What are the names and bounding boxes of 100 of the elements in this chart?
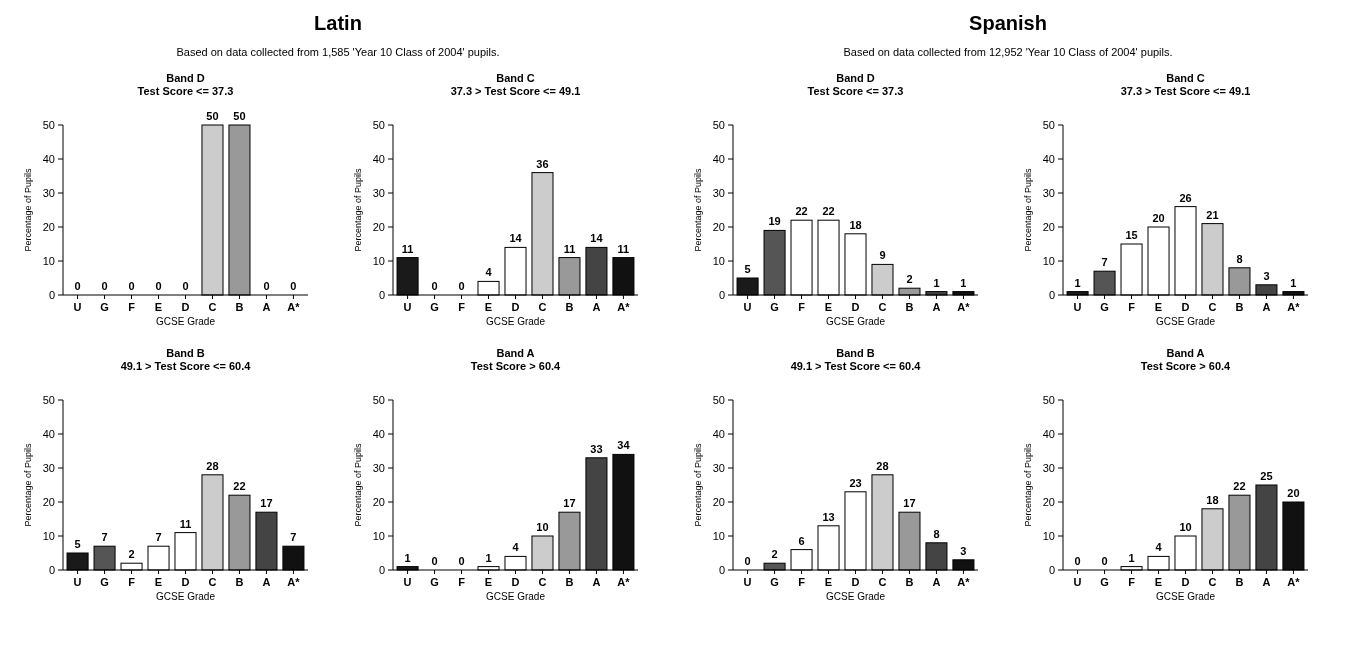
data-label: 50 [206, 110, 219, 122]
y-tick-label: 40 [712, 427, 725, 440]
data-label: 1 [404, 551, 411, 564]
data-label: 1 [485, 551, 492, 564]
x-tick-label: B [565, 576, 574, 588]
y-tick-label: 40 [372, 152, 385, 165]
chart-title: Band A [496, 347, 535, 359]
x-axis-title: GCSE Grade [486, 316, 546, 327]
x-tick-label: U [1073, 576, 1082, 588]
x-tick-label: U [403, 576, 412, 588]
data-label: 10 [1179, 521, 1192, 533]
x-tick-label: E [824, 576, 833, 588]
data-label: 3 [1263, 269, 1270, 282]
x-tick-label: G [430, 576, 439, 588]
y-tick-label: 0 [48, 288, 55, 301]
data-label: 8 [933, 527, 940, 540]
data-label: 22 [822, 205, 835, 218]
data-label: 7 [101, 531, 108, 544]
y-tick-label: 0 [718, 563, 725, 576]
y-tick-label: 30 [372, 461, 385, 474]
chart-subtitle: 37.3 > Test Score <= 49.1 [1120, 85, 1251, 97]
chart-subtitle: Test Score <= 37.3 [807, 85, 904, 97]
y-tick-label: 40 [42, 152, 55, 165]
y-axis-title: Percentage of Pupils [23, 167, 33, 252]
data-label: 13 [822, 510, 835, 523]
data-label: 28 [206, 459, 219, 472]
x-tick-label: B [905, 301, 914, 313]
y-tick-label: 20 [42, 495, 55, 508]
x-tick-label: E [154, 576, 163, 588]
x-tick-label: U [1073, 301, 1082, 313]
data-label: 0 [128, 280, 135, 292]
data-label: 0 [74, 280, 81, 292]
y-tick-label: 50 [42, 393, 55, 406]
data-label: 11 [617, 242, 630, 255]
y-tick-label: 20 [1042, 495, 1055, 508]
data-label: 34 [617, 439, 631, 452]
chart-title: Band D [836, 72, 875, 84]
x-tick-label: A* [1287, 576, 1301, 588]
x-tick-label: D [511, 301, 520, 313]
data-label: 7 [1101, 256, 1108, 269]
x-tick-label: D [1181, 576, 1190, 588]
data-label: 17 [903, 497, 916, 510]
data-label: 2 [906, 273, 913, 286]
x-axis-title: GCSE Grade [826, 316, 886, 327]
x-tick-label: D [851, 576, 860, 588]
x-tick-label: C [208, 301, 217, 313]
x-tick-label: B [235, 576, 244, 588]
chart-subtitle: Test Score > 60.4 [1140, 360, 1232, 372]
data-label: 5 [74, 538, 81, 550]
data-label: 14 [590, 232, 604, 245]
data-label: 1 [1290, 276, 1297, 289]
x-tick-label: A [932, 301, 941, 313]
chart-subtitle: 37.3 > Test Score <= 49.1 [450, 85, 581, 97]
text: Spanish [969, 12, 1047, 34]
data-label: 1 [933, 276, 940, 289]
y-tick-label: 20 [372, 495, 385, 508]
data-label: 28 [876, 459, 889, 472]
data-label: 14 [509, 232, 523, 245]
data-label: 18 [1206, 493, 1219, 506]
data-label: 0 [431, 280, 438, 292]
data-label: 0 [1101, 555, 1108, 567]
data-label: 15 [1125, 229, 1138, 241]
x-axis-title: GCSE Grade [1156, 591, 1216, 602]
y-axis-title: Percentage of Pupils [353, 167, 363, 252]
data-label: 11 [563, 242, 576, 255]
x-tick-label: B [565, 301, 574, 313]
data-label: 25 [1260, 470, 1273, 482]
y-tick-label: 20 [1042, 220, 1055, 233]
data-label: 0 [744, 555, 751, 567]
x-tick-label: A* [287, 301, 301, 313]
data-label: 4 [485, 266, 493, 279]
x-tick-label: A [592, 576, 601, 588]
data-label: 21 [1206, 208, 1219, 221]
data-label: 22 [233, 480, 246, 493]
y-axis-title: Percentage of Pupils [1023, 442, 1033, 527]
y-axis-title: Percentage of Pupils [353, 442, 363, 527]
x-tick-label: C [538, 576, 547, 588]
y-axis-title: Percentage of Pupils [693, 167, 703, 252]
x-tick-label: D [181, 576, 190, 588]
data-label: 0 [263, 280, 270, 292]
y-tick-label: 30 [1042, 186, 1055, 199]
x-tick-label: B [235, 301, 244, 313]
data-label: 33 [590, 442, 603, 455]
x-tick-label: A [932, 576, 941, 588]
y-axis-title: Percentage of Pupils [693, 442, 703, 527]
data-label: 1 [960, 276, 967, 289]
data-label: 22 [1233, 480, 1246, 493]
chart-title: Band D [166, 72, 205, 84]
y-tick-label: 20 [372, 220, 385, 233]
x-tick-label: U [73, 576, 82, 588]
x-tick-label: A* [957, 576, 971, 588]
data-label: 50 [233, 110, 246, 122]
x-tick-label: D [851, 301, 860, 313]
x-tick-label: F [128, 576, 136, 588]
y-tick-label: 30 [372, 186, 385, 199]
x-tick-label: U [403, 301, 412, 313]
chart-subtitle: 49.1 > Test Score <= 60.4 [790, 360, 922, 372]
data-label: 0 [101, 280, 108, 292]
data-label: 3 [960, 544, 967, 557]
y-tick-label: 0 [48, 563, 55, 576]
